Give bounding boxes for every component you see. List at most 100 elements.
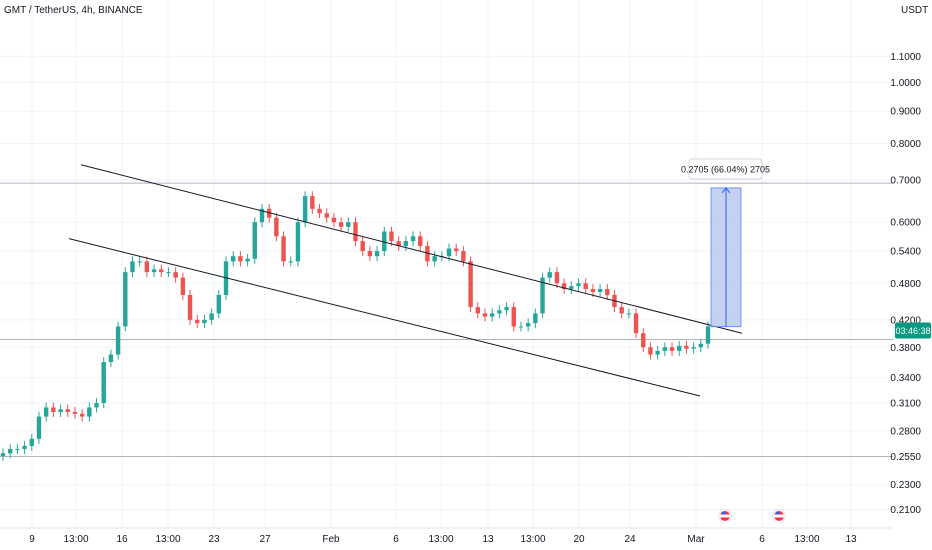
candle-body <box>195 319 200 324</box>
time-tick-label: 13:00 <box>63 534 88 545</box>
candle-body <box>159 269 164 273</box>
candle-body <box>547 272 552 278</box>
candle-body <box>648 347 653 355</box>
candle-body <box>209 313 214 320</box>
economic-event-icon[interactable] <box>772 509 786 523</box>
price-tick-label: 0.2800 <box>890 426 921 437</box>
time-tick-label: 13:00 <box>428 534 453 545</box>
candle-body <box>108 354 114 363</box>
channel-lower-line[interactable] <box>68 238 701 397</box>
candle-body <box>180 277 186 295</box>
candle-body <box>58 409 63 412</box>
price-tick-label: 0.3100 <box>890 399 921 410</box>
candle-body <box>367 251 373 257</box>
candle-body <box>173 272 178 278</box>
candle-body <box>144 261 150 273</box>
candle-body <box>374 251 380 257</box>
time-tick-label: 13:00 <box>520 534 545 545</box>
candle-body <box>324 213 329 218</box>
last-price-badge <box>895 322 931 339</box>
price-tick-label: 0.3800 <box>890 343 921 354</box>
candle-body <box>0 453 6 457</box>
candle-body <box>281 236 286 262</box>
candle-body <box>554 272 560 284</box>
candle-body <box>655 350 660 355</box>
candle-body <box>684 345 689 349</box>
time-tick-label: 13 <box>482 534 494 545</box>
chart-title: GMT / TetherUS, 4h, BINANCE <box>4 5 143 16</box>
economic-event-icon[interactable] <box>718 509 732 523</box>
price-tick-label: 0.6000 <box>890 218 921 229</box>
candle-body <box>533 313 538 324</box>
price-tick-label: 0.5400 <box>890 247 921 258</box>
candle-body <box>151 269 157 273</box>
candle-body <box>677 345 682 351</box>
price-tick-label: 1.0000 <box>890 78 921 89</box>
candle-body <box>7 449 13 454</box>
candle-body <box>338 222 344 227</box>
candle-body <box>605 289 610 295</box>
time-tick-label: 27 <box>259 534 271 545</box>
candle-body <box>705 326 711 344</box>
channel-upper-line[interactable] <box>80 164 743 334</box>
time-tick-label: 13:00 <box>794 534 819 545</box>
candle-body <box>29 438 34 446</box>
price-tick-label: 1.1000 <box>890 52 921 63</box>
candle-body <box>65 409 70 412</box>
candle-body <box>266 208 272 218</box>
candle-body <box>446 248 452 257</box>
candle-body <box>475 307 480 314</box>
time-tick-label: 13:00 <box>155 534 180 545</box>
time-tick-label: 9 <box>29 534 35 545</box>
candle-body <box>353 222 358 242</box>
candle-body <box>691 347 696 349</box>
candle-body <box>216 294 222 314</box>
candle-body <box>360 241 365 252</box>
candle-body <box>72 411 78 414</box>
candle-body <box>346 222 351 227</box>
price-levels <box>0 182 893 457</box>
candle-body <box>51 407 56 412</box>
last-price-badge-text: 03:46:38 <box>895 326 930 336</box>
candle-body <box>698 343 704 348</box>
time-tick-label: 20 <box>573 534 585 545</box>
time-tick-label: Feb <box>322 534 340 545</box>
candle-body <box>259 208 265 223</box>
time-tick-label: 24 <box>624 534 636 545</box>
candle-body <box>518 326 524 328</box>
candle-body <box>137 261 142 263</box>
candle-body <box>202 319 207 324</box>
candle-body <box>87 407 92 417</box>
candle-body <box>231 256 236 262</box>
candle-body <box>489 313 495 317</box>
measure-label: 0.2705 (66.04%) 2705 <box>681 165 770 175</box>
candle-body <box>633 313 639 334</box>
candle-body <box>482 313 488 317</box>
price-tick-label: 0.9000 <box>890 107 921 118</box>
price-axis[interactable]: 1.1000 1.0000 0.9000 0.8000 0.7000 0.6000 0.54… <box>890 0 932 550</box>
currency-label: USDT <box>901 5 928 16</box>
candle-body <box>288 261 293 263</box>
candle-body <box>454 248 459 252</box>
descending-channel[interactable] <box>68 164 743 397</box>
measure-tool[interactable]: 0.2705 (66.04%) 2705 <box>681 158 770 328</box>
event-markers[interactable] <box>718 509 786 523</box>
candle-body <box>410 236 416 242</box>
candle-body <box>583 283 588 290</box>
candle-body <box>36 416 42 439</box>
candle-body <box>540 277 545 314</box>
candle-body <box>101 362 106 403</box>
candle-body <box>389 231 394 242</box>
measure-label-box <box>688 158 763 180</box>
candle-body <box>115 326 121 355</box>
candle-body <box>130 261 135 273</box>
candle-body <box>619 307 624 314</box>
candle-body <box>425 246 430 262</box>
time-axis[interactable]: 9 13:00 16 13:00 23 27 Feb 6 13:00 13 13:00 20 24 Mar… <box>0 527 893 550</box>
candle-body <box>504 307 509 311</box>
time-axis-bg <box>0 528 893 550</box>
candle-body <box>403 241 409 247</box>
price-axis-bg <box>893 0 932 550</box>
candle-body <box>597 289 603 292</box>
